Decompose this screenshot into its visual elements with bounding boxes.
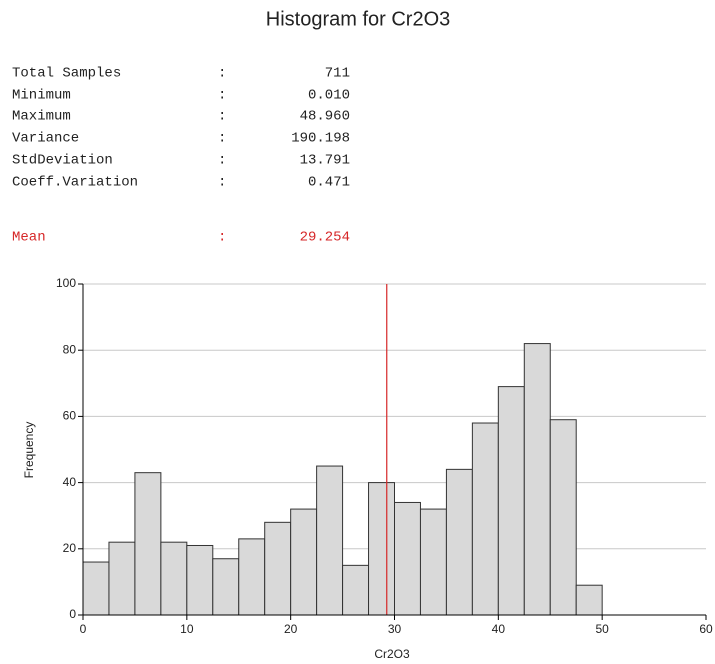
bar [368,482,395,616]
bar [212,558,240,616]
y-tick-label: 100 [56,276,76,290]
chart-title: Histogram for Cr2O3 [266,8,451,30]
bar [160,541,188,616]
stat-label: Minimum [12,88,71,104]
bar [549,419,577,616]
y-tick-label: 60 [63,409,77,423]
stat-value: 711 [325,66,350,82]
x-tick-label: 10 [180,622,194,636]
bar [419,508,447,616]
bar [497,386,525,616]
bar [108,541,136,616]
bar [186,544,214,616]
stat-label: StdDeviation [12,153,113,169]
x-tick-label: 20 [284,622,298,636]
y-tick-label: 0 [69,607,76,621]
bar [264,521,292,616]
stat-value: 190.198 [291,131,350,147]
stat-separator: : [218,109,226,125]
y-tick-label: 80 [63,342,77,356]
stat-value: 13.791 [300,153,350,169]
x-axis-label: Cr2O3 [374,647,410,661]
stat-label: Total Samples [12,66,121,82]
mean-separator: : [218,230,226,246]
bar [471,422,499,616]
chart: 0 20 40 60 80 100 0 10 20 30 40 50 60 [56,276,713,636]
mean-label: Mean [12,230,46,246]
stat-separator: : [218,153,226,169]
y-axis-label: Frequency [22,422,36,479]
stat-value: 48.960 [300,109,350,125]
stat-separator: : [218,66,226,82]
bar [523,343,551,616]
x-tick-label: 50 [595,622,609,636]
stat-label: Coeff.Variation [12,175,138,191]
stat-label: Maximum [12,109,71,125]
bar [134,472,162,616]
x-tick-label: 40 [492,622,506,636]
x-tick-label: 0 [80,622,87,636]
bar [290,508,318,616]
stats-block: Total Samples: 711 Minimum: 0.010 Maximum: 48… [12,66,350,246]
mean-value: 29.254 [300,230,350,246]
y-tick-label: 20 [63,541,77,555]
x-tick-label: 30 [388,622,402,636]
bar [316,465,344,616]
stat-value: 0.471 [308,175,350,191]
bar [82,561,110,616]
bar [394,501,421,616]
y-tick-label: 40 [63,475,77,489]
stat-separator: : [218,175,226,191]
stat-value: 0.010 [308,88,350,104]
bar [342,564,370,616]
bar [575,584,603,616]
stat-separator: : [218,88,226,104]
stat-separator: : [218,131,226,147]
x-tick-label: 60 [699,622,713,636]
stat-label: Variance [12,131,79,147]
bar [238,538,266,616]
bar [445,468,473,616]
